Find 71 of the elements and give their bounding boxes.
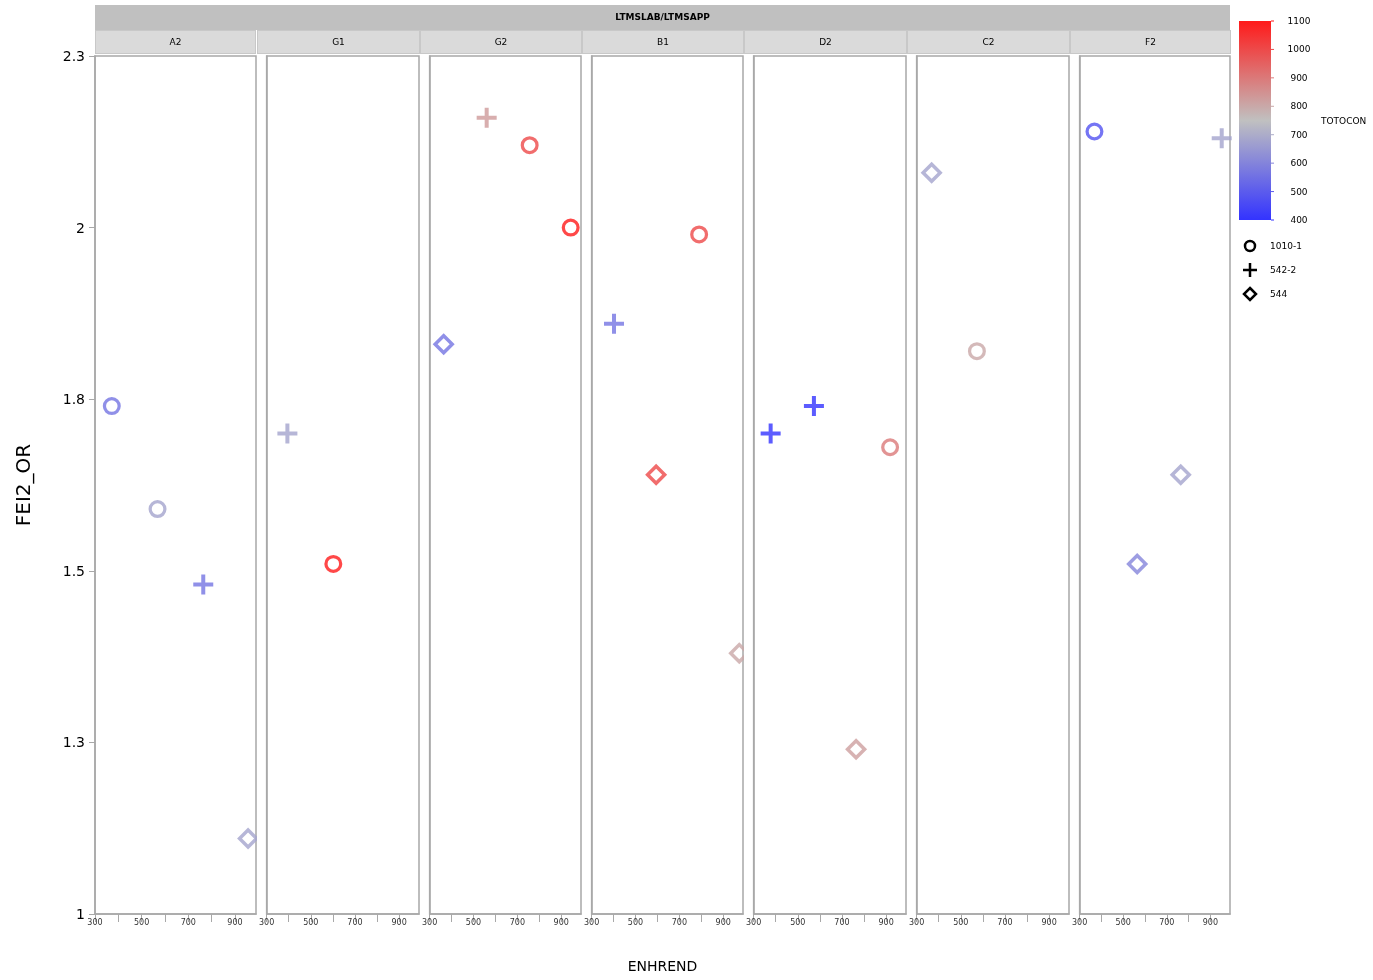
x-tick-label: 900	[227, 917, 243, 927]
y-tick-label: 1.3	[62, 734, 85, 751]
y-tick-label: 2	[76, 219, 85, 236]
x-tick-label: 700	[1159, 917, 1175, 927]
x-tick-label: 500	[134, 917, 150, 927]
color-bar-label: 1000	[1287, 44, 1311, 55]
text: 544	[1270, 288, 1288, 301]
point	[604, 313, 625, 334]
point	[690, 225, 709, 244]
x-tick-label: 900	[391, 917, 407, 927]
x-tick-label: 300	[908, 917, 925, 927]
color-bar-label: 500	[1290, 186, 1308, 197]
x-tick-label: 300	[258, 917, 275, 927]
chart-title: A2	[95, 30, 256, 54]
x-tick-label: 900	[715, 917, 731, 927]
x-tick-label: 500	[627, 917, 644, 927]
x-tick-label: 700	[671, 917, 688, 927]
point	[432, 333, 455, 356]
x-tick-label: 900	[1202, 917, 1219, 927]
x-tick-label: 300	[583, 917, 600, 927]
point	[803, 396, 824, 417]
chart-title: F2	[1070, 30, 1231, 54]
x-tick-label: 500	[303, 917, 319, 927]
color-bar-label: 700	[1290, 129, 1308, 140]
x-tick-label: 500	[790, 917, 806, 927]
y-tick-label: 1.5	[62, 562, 85, 579]
point	[476, 107, 497, 128]
x-tick-label: 500	[1115, 917, 1131, 927]
point	[881, 438, 900, 457]
x-tick-label: 700	[509, 917, 526, 927]
x-tick-label: 700	[834, 917, 850, 927]
y-tick-label: 2.3	[62, 48, 85, 64]
chart-title: C2	[907, 30, 1070, 54]
color-bar-label: 1100	[1287, 16, 1311, 26]
x-tick-label: 300	[1071, 917, 1088, 927]
chart-title: D2	[744, 30, 907, 54]
y-tick-label: 1	[76, 906, 85, 922]
x-tick-label: 500	[465, 917, 482, 927]
x-tick-label: 700	[180, 917, 196, 927]
x-tick-label: 300	[421, 917, 438, 927]
point	[1211, 128, 1232, 149]
point	[1126, 552, 1149, 575]
y-axis-title: FEI2_OR	[11, 443, 35, 527]
x-tick-label: 700	[347, 917, 363, 927]
point	[845, 738, 868, 761]
x-tick-label: 300	[87, 917, 103, 927]
chart-title: G1	[257, 30, 420, 54]
x-tick-label: 500	[953, 917, 969, 927]
text: 1010-1	[1270, 240, 1302, 253]
color-bar-title: TOTOCON	[1320, 115, 1367, 126]
point	[520, 136, 539, 155]
color-bar-label: 400	[1290, 215, 1308, 225]
x-tick-label: 900	[878, 917, 894, 927]
point	[760, 423, 781, 444]
x-tick-label: 900	[553, 917, 569, 927]
chart-title: G2	[420, 30, 582, 54]
text: 542-2	[1270, 264, 1297, 277]
chart-title: B1	[582, 30, 744, 54]
x-axis-title: ENHREND	[626, 958, 699, 974]
point	[1085, 122, 1104, 141]
color-bar-label: 600	[1290, 158, 1308, 169]
x-tick-label: 300	[745, 917, 762, 927]
x-tick-label: 900	[1041, 917, 1057, 927]
x-tick-label: 700	[997, 917, 1013, 927]
point	[561, 218, 580, 237]
y-tick-label: 1.8	[62, 391, 85, 408]
point	[193, 574, 214, 595]
color-bar-label: 800	[1290, 101, 1308, 112]
point	[237, 827, 257, 850]
color-bar-label: 900	[1290, 72, 1308, 83]
chart-subtitle: LTMSLAB/LTMSAPP	[95, 5, 1230, 30]
